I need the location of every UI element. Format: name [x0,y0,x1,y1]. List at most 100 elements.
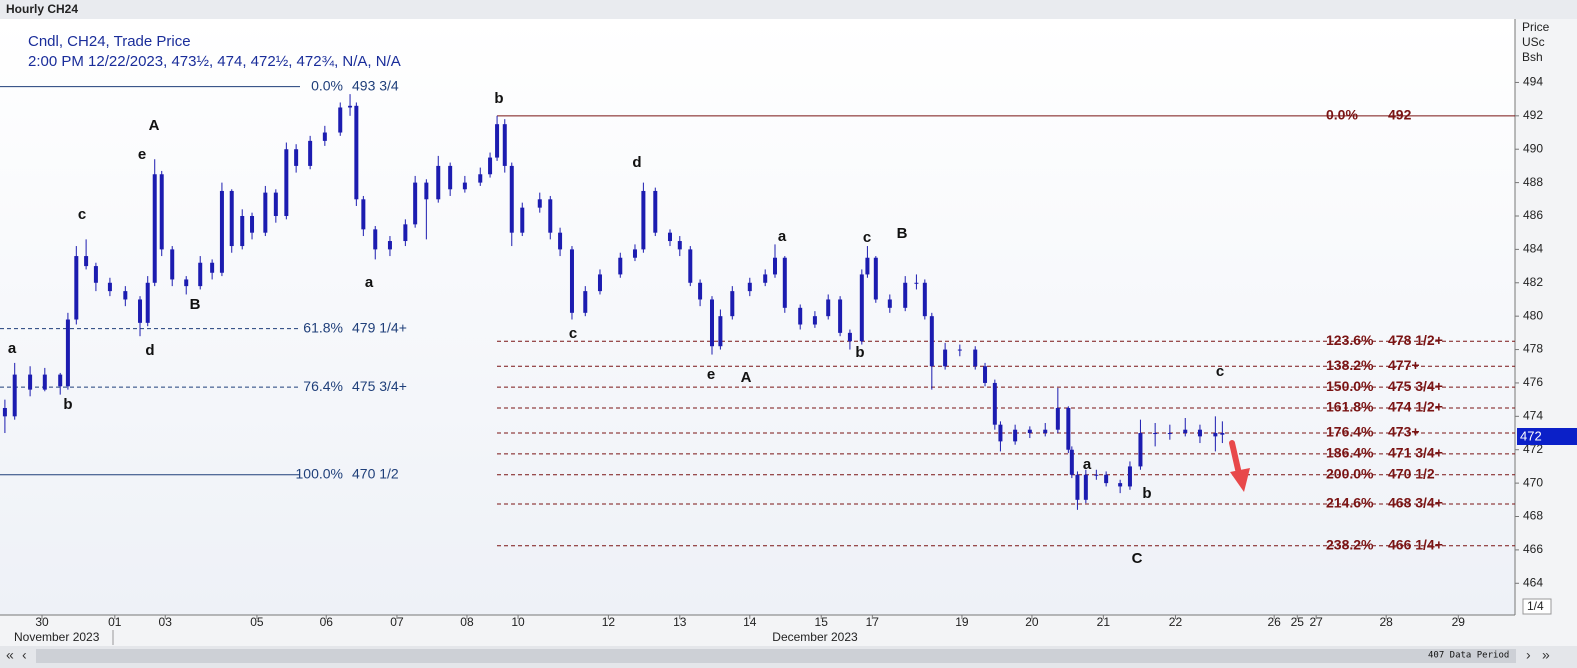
y-tick-label: 484 [1523,242,1543,256]
fib-pct: 238.2% [1326,536,1374,552]
fib-pct: 61.8% [303,319,343,335]
candle-body [198,262,203,287]
candle-body [308,140,313,166]
fib-pct: 186.4% [1326,445,1374,461]
candle-body [718,316,723,347]
y-tick-label: 492 [1523,108,1543,122]
x-tick-label: 01 [108,615,122,629]
y-tick-label: 494 [1523,75,1543,89]
candle-body [957,349,962,351]
candle-body [42,374,47,390]
wave-label: b [1142,485,1151,502]
candle-body [263,192,268,233]
candle-body [569,249,574,313]
candle-body [667,232,672,242]
scroll-next[interactable]: › [1526,647,1531,663]
candle-body [424,182,429,200]
fib-pct: 176.4% [1326,424,1374,440]
candle-body [865,257,870,275]
candle-body [826,299,831,317]
wave-label: a [778,228,787,245]
fib-price-label: 475 3/4+ [352,378,407,394]
candle-body [65,319,70,387]
wave-label: b [63,396,72,413]
x-tick-label: 10 [511,615,525,629]
candle-body [502,124,507,166]
candle-body [887,299,892,308]
wave-label: b [494,90,503,107]
candle-body [730,291,735,317]
candle-body [2,407,7,417]
month-label: November 2023 [14,630,100,644]
fib-pct: 214.6% [1326,495,1374,511]
x-tick-label: 12 [602,615,616,629]
candle-body [859,274,864,342]
x-tick-label: 22 [1169,615,1183,629]
candle-body [84,256,89,267]
candle-body [698,282,703,300]
y-axis-label: Price [1522,20,1550,34]
scroll-first[interactable]: « [6,647,14,663]
wave-label: B [897,225,908,242]
fib-price-label: 492 [1388,107,1412,123]
candle-body [1066,407,1071,450]
fib-price-label: 479 1/4+ [352,319,407,335]
candle-body [914,282,919,284]
window-title: Hourly CH24 [6,2,78,16]
candle-body [448,165,453,190]
y-tick-label: 464 [1523,575,1543,589]
red-arrow [1229,440,1250,492]
x-tick-label: 13 [673,615,687,629]
candle-body [145,282,150,323]
plot-area [0,19,1515,615]
y-tick-label: 474 [1523,409,1543,423]
scroll-thumb[interactable] [36,649,1516,663]
y-tick-label: 470 [1523,475,1543,489]
fib-price-label: 475 3/4+ [1388,378,1443,394]
x-tick-label: 29 [1452,615,1466,629]
candle-body [403,224,408,242]
candle-body [618,257,623,275]
scroll-prev[interactable]: ‹ [22,647,27,663]
fib-price-label: 474 1/2+ [1388,399,1443,415]
candle-body [1075,474,1080,500]
y-tick-label: 490 [1523,141,1543,155]
candle-body [219,190,224,273]
fib-pct: 161.8% [1326,399,1374,415]
candle-body [488,157,493,175]
scroll-last[interactable]: » [1542,647,1550,663]
x-tick-label: 20 [1025,615,1039,629]
candle-body [93,266,98,283]
candle-body [74,256,79,320]
y-tick-label: 488 [1523,175,1543,189]
fib-price-label: 493 3/4 [352,77,399,93]
candle-body [12,374,17,417]
wave-label: d [145,342,154,359]
y-tick-label: 472 [1523,442,1543,456]
x-tick-label: 25 [1291,615,1305,629]
page-box[interactable] [1522,598,1552,615]
x-tick-label: 21 [1097,615,1111,629]
fib-price-label: 471 3/4+ [1388,445,1443,461]
candle-body [847,332,852,342]
candle-body [1094,474,1099,476]
candle-body [354,105,359,200]
candle-body [107,282,112,292]
candle-body [1055,407,1060,430]
candle-body [922,282,927,317]
candle-body [294,149,299,166]
candle-body [170,249,175,280]
wave-label: c [863,229,871,246]
fib-pct: 0.0% [1326,107,1358,123]
candle-body [1118,483,1123,487]
candle-body [387,241,392,250]
candle-body [763,274,768,283]
y-tick-label: 482 [1523,275,1543,289]
legend-line: Cndl, CH24, Trade Price [28,33,191,50]
title-bar [0,0,1577,19]
candle-body [373,229,378,250]
x-tick-label: 19 [955,615,969,629]
y-tick-label: 476 [1523,375,1543,389]
fib-price-label: 470 1/2 [1388,465,1435,481]
x-tick-label: 17 [866,615,880,629]
